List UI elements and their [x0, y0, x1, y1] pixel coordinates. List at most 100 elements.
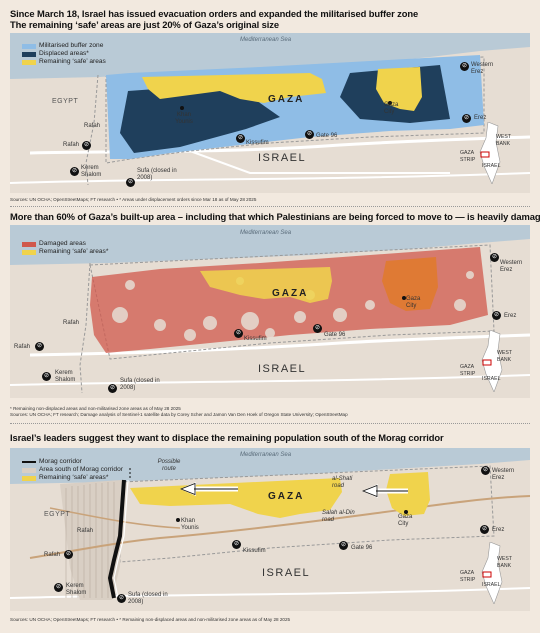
erez-label: Erez — [504, 313, 517, 319]
divider — [10, 423, 530, 424]
israel-inset-label: ISRAEL — [482, 163, 501, 169]
gaza-label: GAZA — [268, 491, 305, 502]
rafah-label: Rafah — [84, 123, 101, 129]
panel3-map — [10, 448, 530, 611]
rafah-crossing-label: Rafah — [63, 142, 80, 148]
morag-corridor — [107, 479, 126, 599]
safe-area-gaza-city — [376, 67, 422, 111]
khan-younis-label: Khan Younis — [181, 518, 199, 531]
egypt-label: EGYPT — [44, 511, 71, 518]
gaza-city-label: Gaza City — [384, 102, 399, 115]
erez-label: Erez — [492, 527, 505, 533]
legend-item: Remaining ‘safe’ areas — [22, 58, 106, 66]
crossing-icon: ⊘ — [117, 594, 126, 603]
south-area-swatch — [22, 467, 36, 473]
panel1-subtitle: The remaining ‘safe’ areas are just 20% … — [10, 19, 279, 30]
crossing-icon: ⊘ — [70, 167, 79, 176]
gate96-label: Gate 96 — [351, 545, 373, 551]
panel2-note: * Remaining non-displaced areas and non-… — [10, 406, 181, 411]
safe-swatch — [22, 475, 36, 481]
israel-label: ISRAEL — [262, 567, 311, 579]
displaced-area — [120, 83, 280, 153]
legend-item: Remaining ‘safe’ areas* — [22, 474, 123, 482]
safe-swatch — [22, 59, 36, 65]
panel2-source: Sources: UN OCHA; FT research; Damage an… — [10, 412, 348, 417]
kissufim-label: Kissufim — [246, 140, 269, 146]
western-erez-label: Western Erez — [492, 468, 515, 481]
israel-inset-label: ISRAEL — [482, 582, 501, 588]
safe-area-gaza-city — [386, 472, 430, 516]
rafah-label: Rafah — [77, 528, 94, 534]
crossing-icon: ⊘ — [126, 178, 135, 187]
crossing-icon: ⊘ — [339, 541, 348, 550]
al-shati-road-label: al-Shati road — [332, 476, 353, 489]
sufa-label: Sufa (closed in 2008) — [120, 378, 160, 391]
legend-label: Remaining ‘safe’ areas — [39, 58, 106, 65]
crossing-icon: ⊘ — [462, 114, 471, 123]
khan-younis-label: Khan Younis — [175, 112, 193, 125]
khan-younis-marker — [176, 518, 180, 522]
buffer-swatch — [22, 43, 36, 49]
gaza-city-marker — [404, 510, 408, 514]
sea-label: Mediterranean Sea — [240, 37, 292, 43]
legend-label: Area south of Morag corridor — [39, 466, 123, 473]
road-orange — [29, 495, 530, 559]
crossing-icon: ⊘ — [481, 466, 490, 475]
egypt-label: EGYPT — [52, 98, 79, 105]
damaged-swatch — [22, 241, 36, 247]
erez-label: Erez — [474, 115, 487, 121]
western-erez-label: Western Erez — [500, 260, 523, 273]
gaza-label: GAZA — [268, 94, 305, 105]
crossing-icon: ⊘ — [480, 525, 489, 534]
gate96-label: Gate 96 — [316, 133, 338, 139]
rafah-label: Rafah — [63, 320, 80, 326]
panel2-legend: Damaged areas Remaining ‘safe’ areas* — [22, 240, 108, 256]
crossing-icon: ⊘ — [42, 372, 51, 381]
rafah-crossing-label: Rafah — [44, 552, 61, 558]
locator-inset — [470, 329, 512, 393]
crossing-icon: ⊘ — [234, 329, 243, 338]
sufa-label: Sufa (closed in 2008) — [128, 592, 168, 605]
displaced-swatch — [22, 51, 36, 57]
legend-item: Damaged areas — [22, 240, 108, 248]
locator-inset — [468, 121, 510, 185]
crossing-icon: ⊘ — [64, 550, 73, 559]
crossing-icon: ⊘ — [490, 253, 499, 262]
panel1-map — [10, 33, 530, 193]
crossing-icon: ⊘ — [305, 130, 314, 139]
locator-inset — [470, 541, 512, 605]
legend-item: Area south of Morag corridor — [22, 466, 123, 474]
safe-area-central — [200, 267, 332, 303]
kissufim-label: Kissufim — [244, 336, 267, 342]
crossing-icon: ⊘ — [492, 311, 501, 320]
crossing-icon: ⊘ — [232, 540, 241, 549]
sea-label: Mediterranean Sea — [240, 230, 292, 236]
legend-item: Militarised buffer zone — [22, 42, 106, 50]
sufa-label: Sufa (closed in 2008) — [137, 168, 177, 181]
panel2-title: More than 60% of Gaza’s built-up area – … — [10, 211, 540, 222]
legend-item: Displaced areas* — [22, 50, 106, 58]
morag-swatch — [22, 461, 36, 463]
west-bank-label: WEST BANK — [496, 134, 511, 147]
kissufim-label: Kissufim — [243, 548, 266, 554]
crossing-icon: ⊘ — [236, 134, 245, 143]
gaza-city-label: Gaza City — [406, 296, 421, 309]
safe-swatch — [22, 249, 36, 255]
crossing-icon: ⊘ — [82, 141, 91, 150]
panel1-title: Since March 18, Israel has issued evacua… — [10, 8, 419, 19]
panel3-source: Sources: UN OCHA; OpenStreetMaps; FT res… — [10, 617, 291, 622]
legend-item: Remaining ‘safe’ areas* — [22, 248, 108, 256]
legend-label: Remaining ‘safe’ areas* — [39, 248, 109, 255]
panel3-legend: Morag corridor Area south of Morag corri… — [22, 458, 123, 482]
west-bank-label: WEST BANK — [497, 556, 512, 569]
safe-area-central — [142, 73, 326, 103]
crossing-icon: ⊘ — [313, 324, 322, 333]
legend-label: Morag corridor — [39, 458, 82, 465]
panel3-title: Israel’s leaders suggest they want to di… — [10, 432, 444, 443]
gaza-label: GAZA — [272, 288, 309, 299]
divider — [10, 206, 530, 207]
gaza-strip-label: GAZA STRIP — [460, 364, 476, 377]
kerem-shalom-label: Kerem Shalom — [55, 370, 76, 383]
legend-label: Remaining ‘safe’ areas* — [39, 474, 109, 481]
